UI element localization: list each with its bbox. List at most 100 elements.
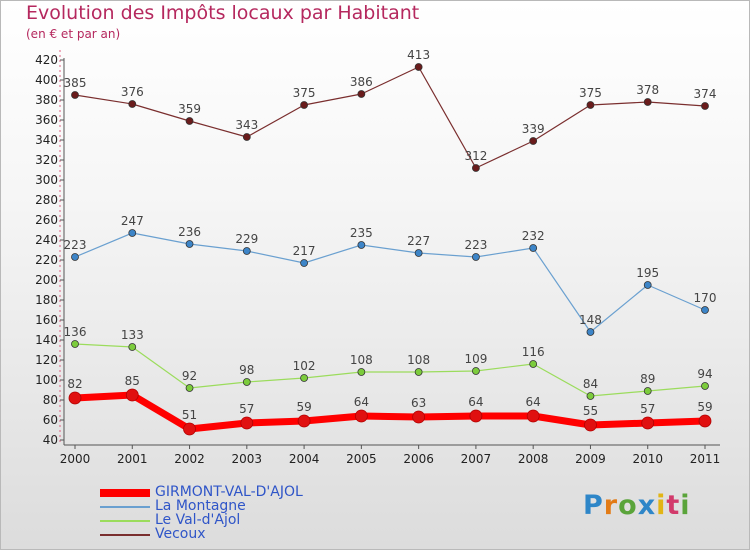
x-tick-label: 2007 xyxy=(461,452,492,466)
data-label: 235 xyxy=(350,226,373,240)
data-label: 82 xyxy=(67,377,82,391)
data-point xyxy=(185,117,194,125)
data-label: 413 xyxy=(407,48,430,62)
data-point xyxy=(412,410,426,424)
data-label: 98 xyxy=(239,363,254,377)
data-label: 116 xyxy=(522,345,545,359)
y-tick-label: 280 xyxy=(35,193,58,207)
data-label: 374 xyxy=(694,87,717,101)
legend-label: Le Val-d'Ajol xyxy=(155,512,241,528)
data-label: 223 xyxy=(464,238,487,252)
data-label: 236 xyxy=(178,225,201,239)
data-label: 359 xyxy=(178,102,201,116)
data-point xyxy=(300,374,308,382)
logo-letter: r xyxy=(603,490,619,521)
logo-letter: i xyxy=(680,490,691,521)
data-label: 385 xyxy=(64,76,87,90)
data-point xyxy=(357,90,366,98)
data-label: 376 xyxy=(121,85,144,99)
series-3: 385 376 359 343 375 386 413 312 339 375 378 374 xyxy=(64,48,717,172)
data-label: 375 xyxy=(579,86,602,100)
data-point xyxy=(68,391,82,405)
data-label: 133 xyxy=(121,328,144,342)
data-point xyxy=(701,382,709,390)
data-point xyxy=(300,101,308,109)
y-tick-label: 200 xyxy=(35,273,58,287)
data-point xyxy=(586,101,595,109)
data-point xyxy=(357,241,366,249)
series-line xyxy=(74,232,706,333)
y-tick-label: 60 xyxy=(43,413,58,427)
data-point xyxy=(414,368,423,376)
data-point xyxy=(185,240,194,248)
y-tick-label: 120 xyxy=(35,353,58,367)
legend-swatch xyxy=(100,534,150,536)
data-point xyxy=(128,229,137,237)
data-point xyxy=(354,409,368,423)
data-label: 223 xyxy=(64,238,87,252)
data-point xyxy=(586,328,595,336)
data-point xyxy=(125,388,139,402)
chart-subtitle: (en € et par an) xyxy=(26,27,121,41)
x-tick-label: 2002 xyxy=(174,452,205,466)
data-point xyxy=(357,368,366,376)
legend-swatch xyxy=(100,489,150,497)
data-point xyxy=(701,102,709,110)
data-point xyxy=(698,414,712,428)
data-point xyxy=(242,378,251,386)
data-label: 148 xyxy=(579,313,602,327)
data-point xyxy=(529,137,538,145)
data-label: 217 xyxy=(293,244,316,258)
data-point xyxy=(584,418,597,432)
x-tick-label: 2010 xyxy=(632,452,663,466)
data-label: 227 xyxy=(407,234,430,248)
y-tick-label: 380 xyxy=(35,93,58,107)
logo-letter: x xyxy=(637,490,657,521)
data-label: 55 xyxy=(583,404,598,418)
data-label: 94 xyxy=(697,367,712,381)
legend-label: Vecoux xyxy=(155,526,206,542)
data-point xyxy=(128,100,137,108)
x-tick-label: 2000 xyxy=(60,452,91,466)
data-point xyxy=(183,422,196,436)
data-point xyxy=(472,164,480,172)
legend-label: La Montagne xyxy=(155,498,246,514)
logo-letter: P xyxy=(583,490,604,521)
axes: 40 60 80 100 120 140 160 180 200 220 240 260 280 300 3… xyxy=(35,50,720,466)
series-line xyxy=(71,391,709,433)
series-1: 223 247 236 229 217 235 227 223 232 148 195 170 xyxy=(64,214,717,336)
data-point xyxy=(71,340,79,348)
data-point xyxy=(300,259,308,267)
data-label: 170 xyxy=(694,291,717,305)
data-point xyxy=(529,244,538,252)
data-label: 229 xyxy=(235,232,258,246)
legend-swatch xyxy=(100,520,150,522)
x-tick-label: 2009 xyxy=(575,452,606,466)
data-point xyxy=(586,392,595,400)
data-point xyxy=(643,387,652,395)
x-tick-label: 2008 xyxy=(518,452,549,466)
logo-letter: o xyxy=(618,490,638,521)
data-label: 339 xyxy=(522,122,545,136)
data-point xyxy=(526,409,540,423)
data-label: 136 xyxy=(64,325,87,339)
y-tick-label: 360 xyxy=(35,113,58,127)
series-2: 136 133 92 98 102 108 108 109 116 84 89 94 xyxy=(64,325,713,400)
series-line xyxy=(74,66,706,169)
series-line xyxy=(74,343,706,397)
proxiti-logo: Proxiti xyxy=(583,490,691,521)
data-label: 64 xyxy=(354,395,369,409)
logo-letter: t xyxy=(666,490,681,521)
data-point xyxy=(71,91,79,99)
y-tick-label: 100 xyxy=(35,373,58,387)
data-point xyxy=(242,247,251,255)
data-label: 64 xyxy=(526,395,541,409)
data-label: 109 xyxy=(464,352,487,366)
data-label: 386 xyxy=(350,75,373,89)
y-tick-label: 160 xyxy=(35,313,58,327)
legend-label: GIRMONT-VAL-D'AJOL xyxy=(155,484,303,500)
data-label: 59 xyxy=(296,400,311,414)
y-tick-label: 140 xyxy=(35,333,58,347)
